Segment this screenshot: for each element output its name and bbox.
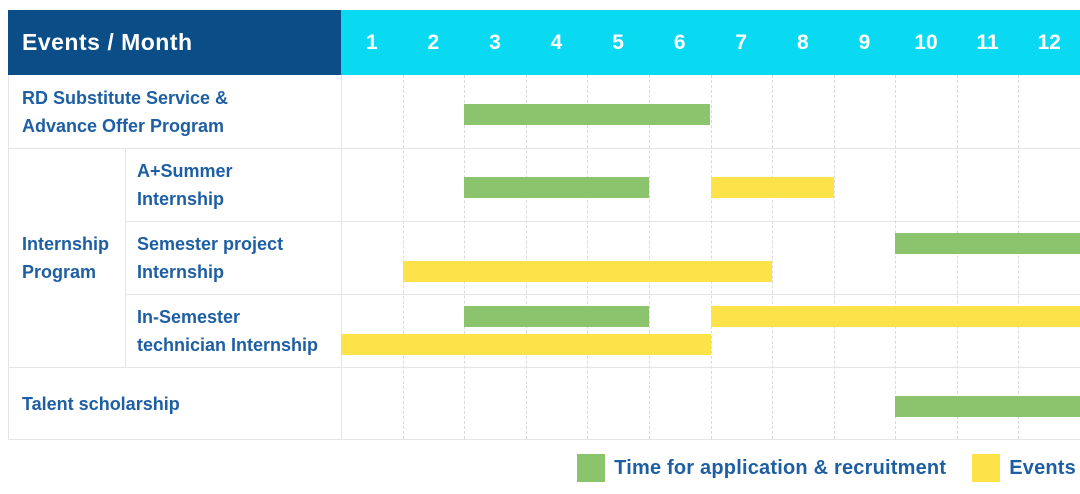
gantt-bar-application <box>895 233 1080 254</box>
month-header-cell: 1 <box>365 30 378 54</box>
row-label: In-Semester technician Internship <box>137 306 319 355</box>
row-divider-line <box>8 439 1080 440</box>
month-header-cell: 4 <box>550 30 563 54</box>
row-label: A+Summer Internship <box>137 160 233 209</box>
table-header-row: Events / Month 1 2 3 4 5 6 7 8 9 10 11 12 <box>8 10 1080 75</box>
gantt-bar-event <box>710 177 834 198</box>
legend-swatch-event <box>972 454 1001 482</box>
gantt-bar-event <box>341 334 711 355</box>
legend-label: Events <box>1009 456 1076 479</box>
gantt-table: Events / Month 1 2 3 4 5 6 7 8 9 10 11 12 RD Substi… <box>8 10 1080 440</box>
column-divider-line <box>125 148 126 367</box>
month-header-cell: 12 <box>1037 30 1061 54</box>
month-gridline <box>587 75 589 439</box>
month-header-cell: 8 <box>796 30 809 54</box>
row-divider-line <box>8 148 1080 149</box>
gantt-bar-application <box>895 396 1080 417</box>
column-divider-line <box>8 75 9 440</box>
column-divider-line <box>341 75 342 440</box>
month-header-cell: 2 <box>427 30 440 54</box>
legend: Time for application & recruitment Events <box>0 453 1076 483</box>
gantt-bar-application <box>464 177 649 198</box>
row-divider-line <box>125 221 1080 222</box>
month-header-cell: 9 <box>858 30 871 54</box>
row-label: RD Substitute Service & Advance Offer Pro… <box>22 87 229 136</box>
month-header-cell: 10 <box>914 30 938 54</box>
month-header-cell: 11 <box>976 30 999 54</box>
month-gridline <box>710 75 712 439</box>
legend-item: Time for application & recruitment <box>577 454 946 482</box>
month-gridline <box>772 75 774 439</box>
legend-item: Events <box>972 454 1076 482</box>
month-gridline <box>402 75 404 439</box>
month-header-row: 1 2 3 4 5 6 7 8 9 10 11 12 <box>341 10 1080 75</box>
gantt-bar-application <box>464 306 649 327</box>
row-divider-line <box>8 367 1080 368</box>
month-header-cell: 7 <box>735 30 748 54</box>
table-title: Events / Month <box>8 10 341 75</box>
month-gridline <box>1018 75 1020 439</box>
legend-label: Time for application & recruitment <box>614 456 947 479</box>
month-gridline <box>464 75 466 439</box>
month-gridline <box>895 75 897 439</box>
month-header-cell: 6 <box>673 30 686 54</box>
month-gridline <box>833 75 835 439</box>
row-label: Semester project Internship <box>137 233 284 282</box>
group-label: Internship Program <box>22 233 110 282</box>
row-label: Talent scholarship <box>22 393 180 414</box>
month-gridline <box>956 75 958 439</box>
legend-swatch-application <box>577 454 606 482</box>
gantt-bar-event <box>402 261 773 282</box>
month-gridline <box>525 75 527 439</box>
gantt-bar-application <box>464 104 711 125</box>
month-header-cell: 5 <box>612 30 624 54</box>
gantt-bar-event <box>710 306 1080 327</box>
month-gridline <box>648 75 650 439</box>
month-header-cell: 3 <box>489 30 501 54</box>
row-divider-line <box>125 294 1080 295</box>
